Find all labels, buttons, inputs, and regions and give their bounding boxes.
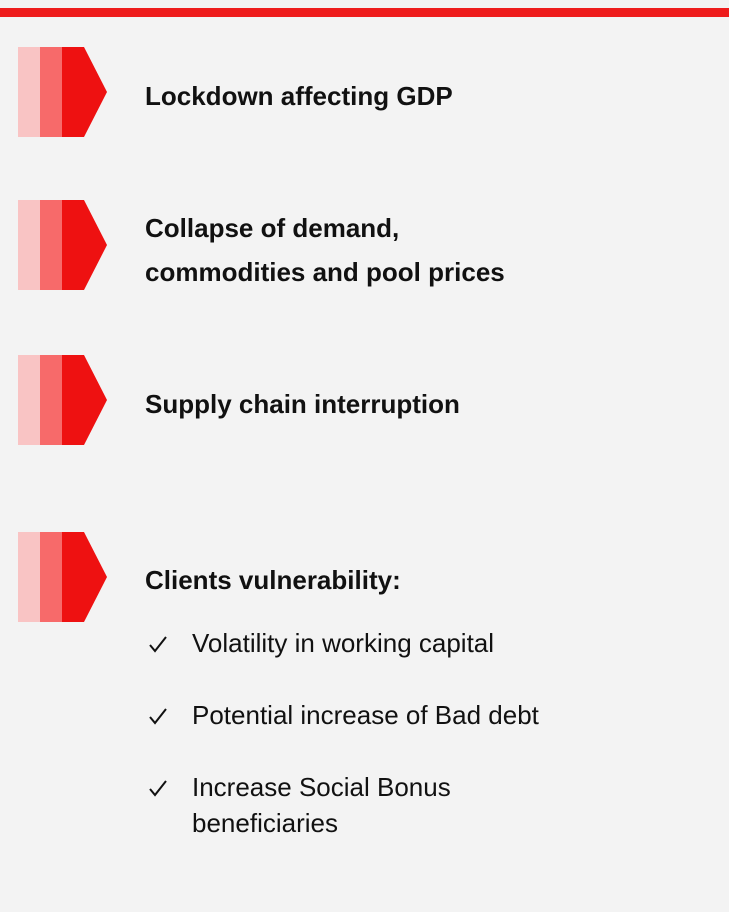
arrow-chevron — [62, 47, 107, 137]
bullet-text: Potential increase of Bad debt — [192, 697, 539, 733]
triple-arrow-icon — [18, 532, 107, 622]
item-title: Collapse of demand, commodities and pool … — [145, 206, 505, 294]
triple-arrow-icon — [18, 200, 107, 290]
check-mark — [149, 780, 167, 797]
check-mark — [149, 636, 167, 653]
triple-arrow-icon — [18, 355, 107, 445]
title-line: commodities and pool prices — [145, 257, 505, 287]
check-mark-path — [149, 780, 167, 797]
check-mark — [149, 708, 167, 725]
title-line: Lockdown affecting GDP — [145, 81, 453, 111]
bullet-line: Increase Social Bonus — [192, 772, 451, 802]
bullet-text: Increase Social Bonus beneficiaries — [192, 769, 451, 841]
title-line: Collapse of demand, — [145, 213, 400, 243]
title-line: Clients vulnerability: — [145, 565, 401, 595]
item-title: Supply chain interruption — [145, 382, 460, 426]
check-mark-path — [149, 636, 167, 653]
check-mark-path — [149, 708, 167, 725]
bullet-text: Volatility in working capital — [192, 625, 494, 661]
title-line: Supply chain interruption — [145, 389, 460, 419]
triple-arrow-icon — [18, 47, 107, 137]
arrow-chevron — [62, 200, 107, 290]
item-title: Clients vulnerability: — [145, 558, 401, 602]
arrow-chevron — [62, 532, 107, 622]
bullet-line: Potential increase of Bad debt — [192, 700, 539, 730]
top-bar — [0, 8, 729, 17]
bullet-line: beneficiaries — [192, 808, 338, 838]
item-title: Lockdown affecting GDP — [145, 74, 453, 118]
bullet-line: Volatility in working capital — [192, 628, 495, 658]
arrow-chevron — [62, 355, 107, 445]
